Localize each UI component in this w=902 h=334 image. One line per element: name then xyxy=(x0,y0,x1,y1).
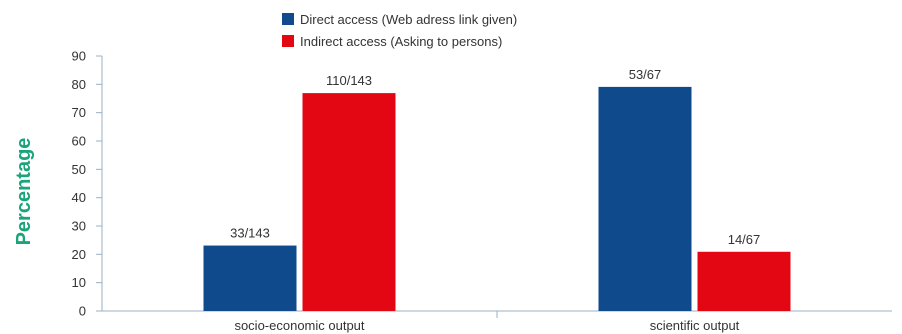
y-tick-label: 60 xyxy=(72,134,86,149)
legend-swatch xyxy=(282,13,294,25)
legend-label: Direct access (Web adress link given) xyxy=(300,12,517,27)
legend-swatch xyxy=(282,35,294,47)
y-tick-label: 70 xyxy=(72,105,86,120)
y-tick-label: 40 xyxy=(72,190,86,205)
x-tick-label: scientific output xyxy=(650,318,740,333)
y-tick-label: 20 xyxy=(72,247,86,262)
bar xyxy=(598,86,692,311)
x-tick-label: socio-economic output xyxy=(234,318,364,333)
legend-label: Indirect access (Asking to persons) xyxy=(300,34,502,49)
bars xyxy=(203,86,791,311)
data-label: 33/143 xyxy=(230,226,270,241)
y-tick-label: 90 xyxy=(72,49,86,64)
data-labels: 33/143 110/143 53/67 14/67 xyxy=(230,67,760,247)
bar xyxy=(302,93,396,311)
y-tick-label: 10 xyxy=(72,275,86,290)
axes: 0 10 20 30 40 50 60 70 80 90 socio-economic output… xyxy=(72,49,892,333)
y-tick-label: 80 xyxy=(72,77,86,92)
data-label: 110/143 xyxy=(326,73,372,88)
legend: Direct access (Web adress link given) Ind… xyxy=(282,12,517,49)
data-label: 53/67 xyxy=(629,67,662,82)
data-label: 14/67 xyxy=(728,232,761,247)
y-tick-label: 50 xyxy=(72,162,86,177)
bar xyxy=(697,251,791,311)
bar xyxy=(203,245,297,311)
y-tick-label: 0 xyxy=(79,304,86,319)
y-axis-label: Percentage xyxy=(13,138,35,246)
y-tick-label: 30 xyxy=(72,219,86,234)
